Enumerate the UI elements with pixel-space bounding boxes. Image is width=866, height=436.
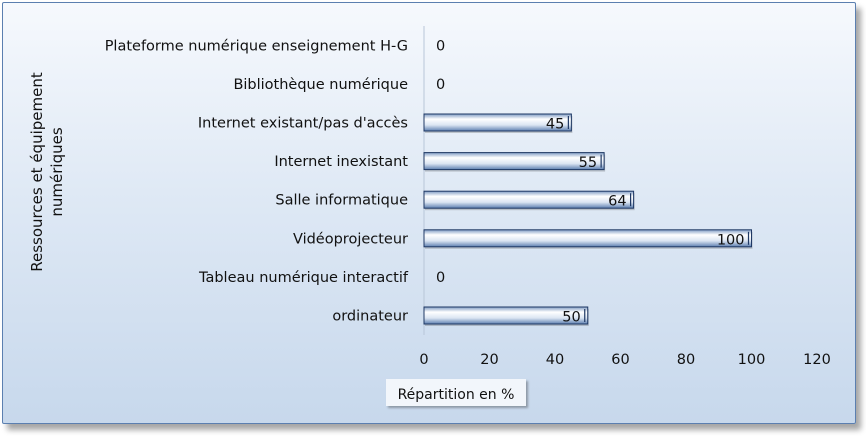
bar xyxy=(423,190,635,209)
x-tick-label: 100 xyxy=(738,352,766,368)
y-axis-title-line-2: numériques xyxy=(48,127,66,216)
category-label: Internet inexistant xyxy=(274,154,408,170)
data-label: 0 xyxy=(436,270,445,286)
data-label: 50 xyxy=(562,310,580,326)
bar xyxy=(423,306,589,325)
x-axis-title: Répartition en % xyxy=(398,387,515,403)
chart-frame xyxy=(2,2,856,424)
bar xyxy=(423,229,752,248)
category-label: ordinateur xyxy=(332,309,408,325)
bar xyxy=(423,113,572,132)
category-label: Plateforme numérique enseignement H-G xyxy=(105,38,408,54)
x-tick-label: 40 xyxy=(546,352,564,368)
x-tick-label: 120 xyxy=(803,352,831,368)
category-label: Vidéoprojecteur xyxy=(293,231,408,247)
data-label: 0 xyxy=(436,38,445,54)
data-label: 64 xyxy=(608,194,626,210)
category-label: Internet existant/pas d'accès xyxy=(198,116,408,132)
plot-area: Plateforme numérique enseignement H-G 0 Bi… xyxy=(105,38,831,368)
y-axis-title-line-1: Ressources et équipement xyxy=(28,72,46,272)
category-label: Tableau numérique interactif xyxy=(198,270,409,286)
x-axis-title-box xyxy=(386,379,526,406)
data-label: 45 xyxy=(546,117,564,133)
data-label: 55 xyxy=(579,155,597,171)
x-tick-label: 20 xyxy=(480,352,498,368)
data-label: 0 xyxy=(436,77,445,93)
x-tick-label: 60 xyxy=(611,352,629,368)
x-tick-label: 80 xyxy=(677,352,695,368)
data-label: 100 xyxy=(717,232,745,248)
y-axis-title: Ressources et équipement numériques xyxy=(28,72,66,272)
category-label: Bibliothèque numérique xyxy=(233,77,408,93)
bar xyxy=(423,152,605,171)
category-label: Salle informatique xyxy=(275,193,408,209)
x-tick-label: 0 xyxy=(419,352,428,368)
